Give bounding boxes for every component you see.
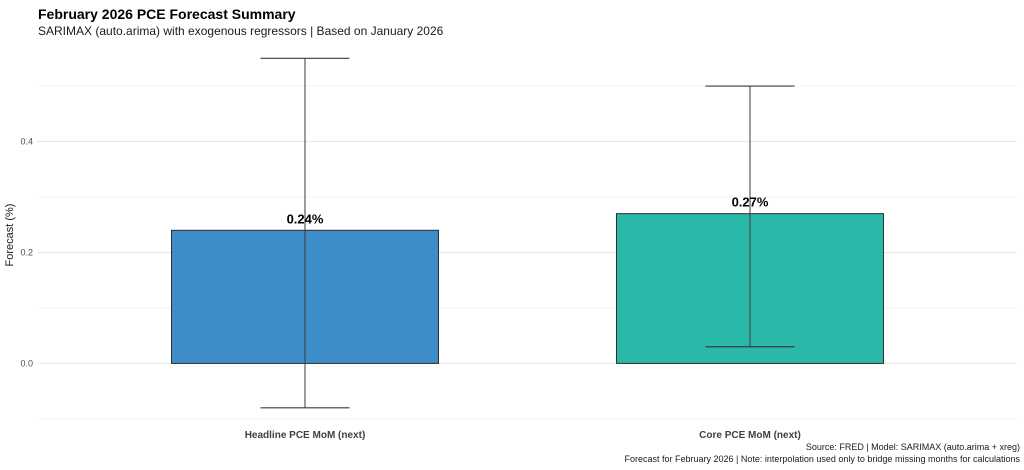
bar-value-label: 0.27% xyxy=(732,195,769,210)
x-category-label: Core PCE MoM (next) xyxy=(699,430,801,441)
bar-value-label: 0.24% xyxy=(287,211,324,226)
chart-subtitle: SARIMAX (auto.arima) with exogenous regr… xyxy=(38,24,444,38)
y-tick-label: 0.4 xyxy=(20,137,33,147)
x-category-label: Headline PCE MoM (next) xyxy=(245,430,366,441)
caption-source-line: Source: FRED | Model: SARIMAX (auto.arim… xyxy=(805,442,1020,452)
caption-note-line: Forecast for February 2026 | Note: inter… xyxy=(624,454,1020,464)
chart-caption: Source: FRED | Model: SARIMAX (auto.arim… xyxy=(624,441,1020,465)
y-tick-label: 0.0 xyxy=(20,358,33,368)
chart-title: February 2026 PCE Forecast Summary xyxy=(38,6,296,22)
y-tick-label: 0.2 xyxy=(20,247,33,257)
